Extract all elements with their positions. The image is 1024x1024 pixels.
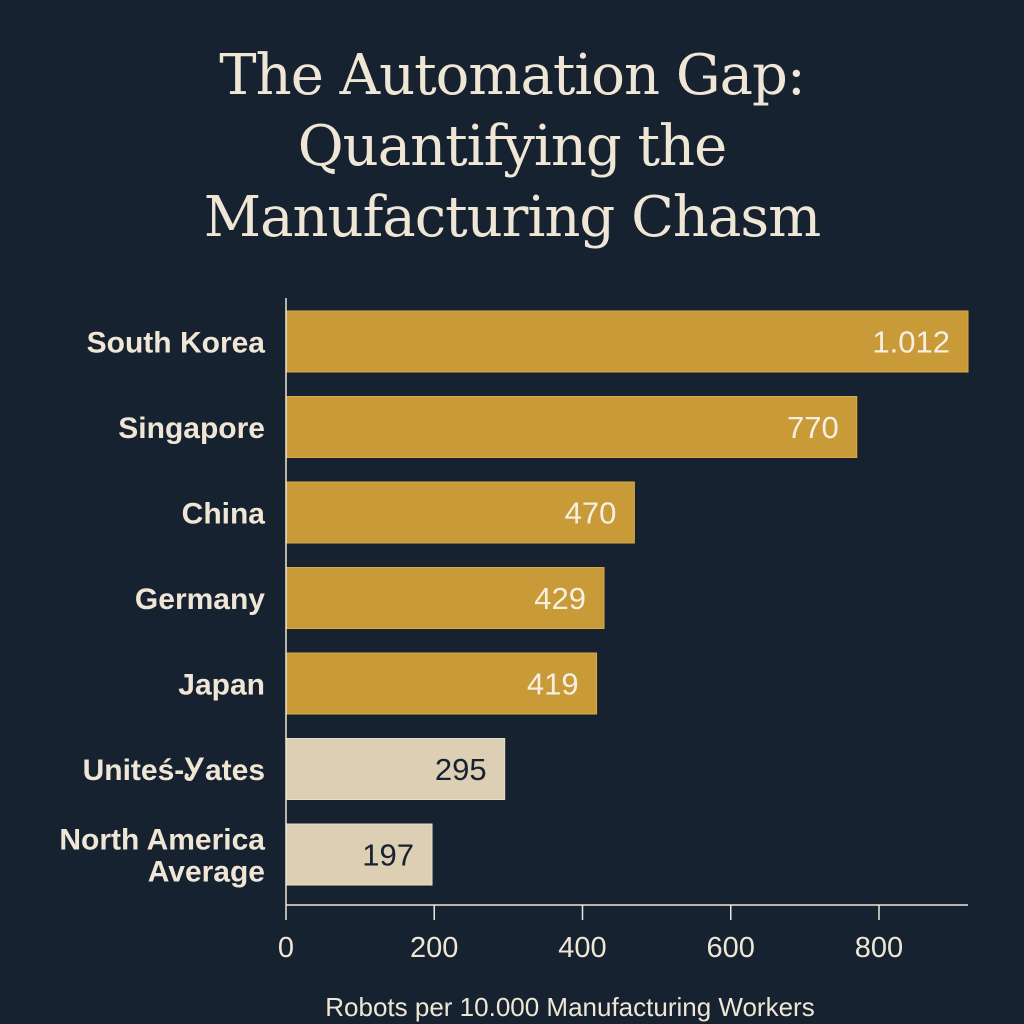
value-label-4: 419 — [527, 667, 579, 702]
value-label-5: 295 — [435, 752, 487, 787]
bar-1 — [285, 396, 858, 458]
chart-title-line-2: Quantifying the — [297, 114, 728, 179]
value-label-1: 770 — [787, 410, 839, 445]
category-label-2: China — [182, 498, 266, 531]
category-label-3: Germany — [135, 583, 265, 616]
category-label-0: South Korea — [87, 327, 266, 360]
x-tick-label-0: 0 — [278, 932, 294, 964]
x-tick-label-4: 800 — [855, 932, 903, 964]
chart-title: The Automation Gap: Quantifying the Manu… — [0, 40, 1024, 253]
chart-title-line-3: Manufacturing Chasm — [203, 185, 821, 250]
value-label-6: 197 — [362, 838, 414, 873]
x-axis-title: Robots per 10.000 Manufacturing Workers — [325, 992, 814, 1022]
x-tick-label-3: 600 — [707, 932, 755, 964]
category-label-1: Singapore — [118, 412, 265, 445]
bar-6 — [285, 823, 433, 886]
chart-title-line-1: The Automation Gap: — [219, 43, 805, 108]
value-label-0: 1.012 — [872, 325, 950, 360]
value-label-3: 429 — [534, 581, 586, 616]
bar-3 — [285, 567, 605, 629]
value-label-2: 470 — [565, 496, 617, 531]
category-label-5: Uniteś-Ꭹates — [83, 754, 265, 787]
category-label-6-line-1: Average — [148, 856, 265, 889]
category-label-6-line-0: North America — [59, 824, 265, 857]
bar-0 — [285, 310, 969, 373]
bars-group: 1.012 770 470 429 419 295 197 — [285, 310, 969, 886]
bar-5 — [285, 738, 506, 800]
category-labels-group: South Korea Singapore China Germany Japan Uni… — [59, 327, 265, 889]
bar-2 — [285, 481, 635, 544]
x-tick-label-1: 200 — [410, 932, 458, 964]
x-tick-label-2: 400 — [558, 932, 606, 964]
category-label-4: Japan — [178, 669, 265, 702]
bar-4 — [285, 652, 598, 715]
x-axis: 0 200 400 600 800 — [278, 298, 968, 964]
